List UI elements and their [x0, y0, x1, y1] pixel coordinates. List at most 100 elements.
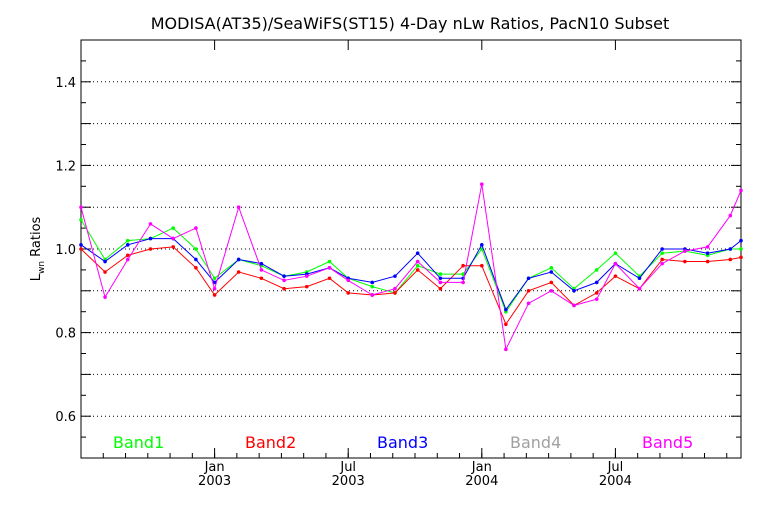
data-point-band2 — [212, 293, 217, 297]
data-point-band1 — [438, 272, 443, 276]
data-point-band3 — [415, 251, 420, 255]
x-tick-month: Jan — [204, 460, 225, 475]
legend: Band1 Band2 Band3 Band4 Band5 — [113, 433, 693, 452]
data-point-band5 — [660, 261, 664, 266]
data-point-band2 — [148, 247, 153, 251]
data-point-band3 — [526, 276, 531, 281]
grid-lines — [81, 81, 741, 417]
data-point-band5 — [125, 257, 130, 262]
chart-title: MODISA(AT35)/SeaWiFS(ST15) 4-Day nLw Rat… — [151, 14, 670, 33]
y-tick-label: 1.2 — [55, 159, 76, 174]
data-point-band2 — [594, 291, 599, 295]
data-point-band5 — [683, 249, 687, 253]
legend-band3: Band3 — [377, 433, 428, 452]
data-point-band5 — [304, 274, 309, 278]
y-tick-label: 1.0 — [55, 243, 76, 258]
data-point-band2 — [739, 255, 743, 260]
data-point-band3 — [549, 270, 554, 274]
data-point-band3 — [370, 280, 375, 285]
data-point-band3 — [212, 280, 217, 285]
data-point-band5 — [212, 286, 217, 291]
data-point-band3 — [594, 280, 599, 285]
data-point-band3 — [148, 236, 153, 241]
data-point-band5 — [148, 222, 153, 226]
data-point-band5 — [438, 280, 443, 285]
data-point-band3 — [125, 243, 130, 247]
data-point-band5 — [171, 236, 175, 241]
series-line-band1 — [80, 219, 741, 313]
data-point-band2 — [304, 284, 309, 289]
data-point-band2 — [415, 268, 420, 272]
data-point-band5 — [415, 259, 420, 264]
series-line-band5 — [80, 184, 742, 351]
x-tick-year: 2003 — [332, 474, 365, 489]
data-point-band2 — [613, 274, 618, 278]
data-point-band1 — [212, 276, 217, 281]
data-point-band5 — [194, 226, 198, 230]
data-point-band5 — [259, 268, 264, 272]
y-axis-title-subscript: wn — [37, 261, 47, 274]
data-point-band5 — [572, 303, 576, 308]
data-point-band5 — [236, 205, 241, 209]
data-point-band2 — [728, 257, 733, 262]
data-point-band3 — [236, 257, 241, 262]
data-point-band5 — [370, 293, 375, 297]
data-point-band2 — [683, 259, 687, 264]
data-point-band3 — [438, 276, 443, 281]
data-point-band1 — [739, 247, 743, 251]
legend-band2: Band2 — [245, 433, 296, 452]
data-point-band2 — [660, 257, 664, 262]
data-point-band5 — [346, 278, 351, 283]
data-point-band2 — [327, 276, 332, 281]
data-point-band2 — [504, 322, 508, 327]
data-point-band1 — [613, 251, 618, 255]
data-point-band2 — [103, 270, 107, 274]
data-point-band1 — [660, 251, 664, 255]
data-point-band1 — [171, 226, 175, 230]
y-tick-label: 0.8 — [55, 327, 76, 342]
data-point-band2 — [526, 289, 531, 293]
data-point-band3 — [572, 289, 576, 293]
data-point-band5 — [282, 278, 286, 283]
data-point-band5 — [327, 266, 332, 270]
data-point-band2 — [194, 266, 198, 270]
legend-band4: Band4 — [510, 433, 561, 452]
data-point-band3 — [739, 238, 743, 243]
plot-frame — [80, 39, 742, 459]
data-point-band5 — [594, 297, 599, 301]
data-point-band3 — [259, 261, 264, 266]
data-point-band2 — [438, 286, 443, 291]
series-layer — [79, 182, 743, 352]
y-tick-label: 0.6 — [55, 410, 76, 425]
data-point-band1 — [594, 268, 599, 272]
data-point-band5 — [705, 245, 710, 249]
y-tick-label: 1.4 — [55, 76, 76, 91]
data-point-band1 — [194, 247, 198, 251]
data-point-band2 — [346, 291, 351, 295]
y-axis-title: Lwn Ratios — [29, 216, 47, 281]
data-point-band3 — [637, 276, 642, 281]
data-point-band2 — [236, 270, 241, 274]
data-point-band1 — [125, 238, 130, 243]
data-point-band2 — [549, 280, 554, 285]
y-axis-title-rest: Ratios — [29, 216, 44, 261]
data-point-band2 — [125, 253, 130, 258]
x-tick-year: 2004 — [599, 474, 632, 489]
data-point-band3 — [504, 307, 508, 312]
data-point-band2 — [171, 245, 175, 249]
data-point-band2 — [259, 276, 264, 281]
data-point-band5 — [393, 286, 397, 291]
data-point-band3 — [194, 257, 198, 262]
x-tick-month: Jul — [339, 460, 356, 475]
data-point-band5 — [461, 280, 465, 285]
data-point-band5 — [739, 188, 743, 193]
y-axis-title-main: L — [29, 273, 44, 281]
y-axis: 0.6 0.8 1.0 1.2 1.4 — [55, 39, 741, 459]
data-point-band2 — [705, 259, 710, 264]
data-point-band5 — [504, 347, 508, 352]
x-tick-year: 2003 — [198, 474, 231, 489]
data-point-band1 — [549, 266, 554, 270]
data-point-band5 — [549, 289, 554, 293]
